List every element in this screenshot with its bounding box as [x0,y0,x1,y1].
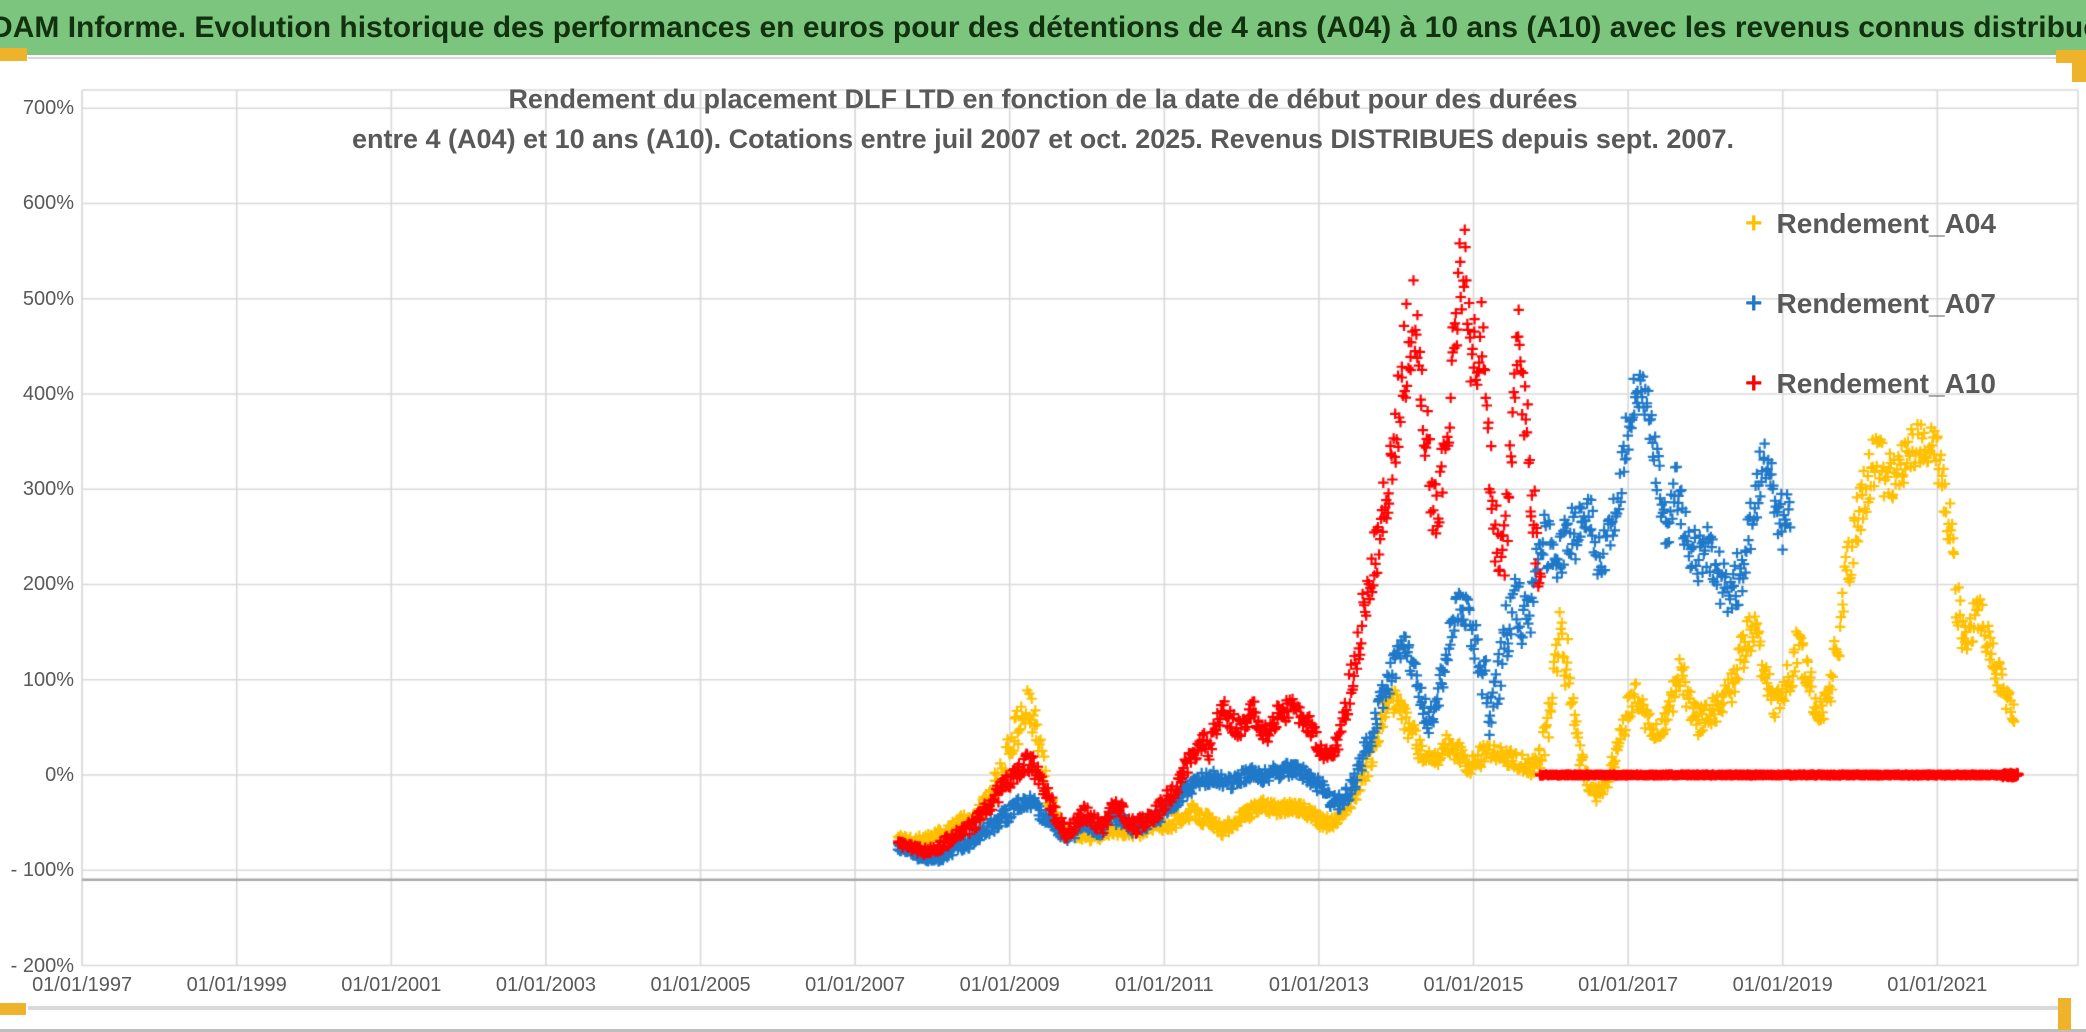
chart-bottom-border [28,1006,2058,1010]
page-bottom-border [0,1029,2086,1032]
legend-label: Rendement_A07 [1776,288,1996,319]
gold-corner-accent-top-right-v [2072,50,2086,82]
legend-item-a07: + Rendement_A07 [1745,287,1996,320]
gold-corner-accent-top-left [0,48,27,61]
legend-item-a04: + Rendement_A04 [1745,207,1996,240]
header-title: ADAM Informe. Evolution historique des p… [0,10,2086,44]
legend-label: Rendement_A04 [1776,208,1996,239]
gold-corner-accent-bottom-left [0,1003,26,1015]
gold-corner-accent-bottom-right [2058,998,2071,1030]
legend-item-a10: + Rendement_A10 [1745,367,1996,400]
legend-label: Rendement_A10 [1776,368,1996,399]
header-bar: ADAM Informe. Evolution historique des p… [0,0,2086,55]
chart-top-border [28,57,2058,59]
